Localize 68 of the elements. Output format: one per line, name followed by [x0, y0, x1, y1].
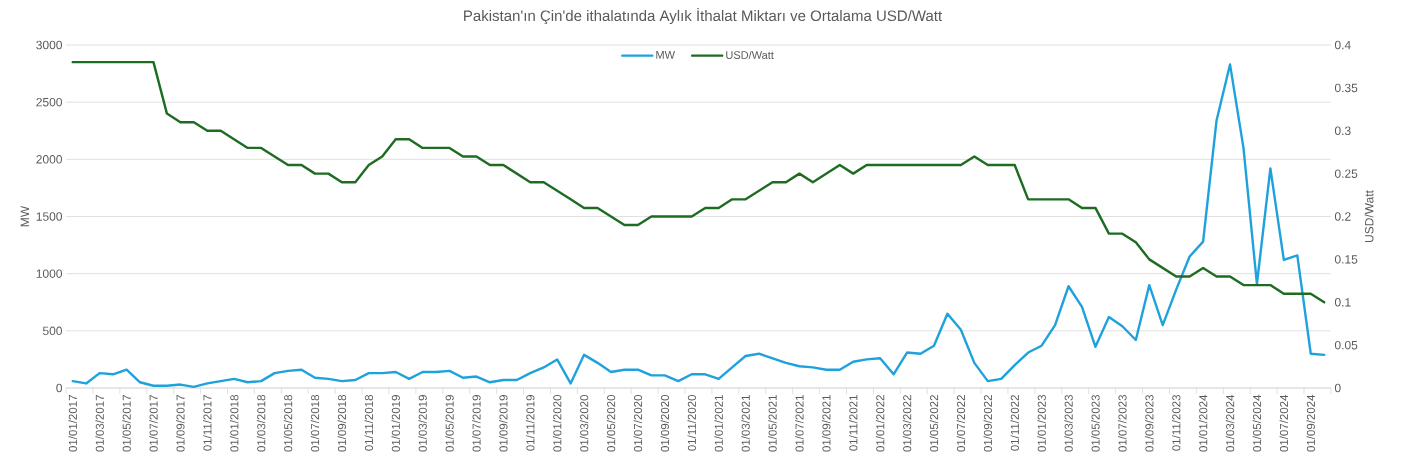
y2-tick-label: 0.35: [1334, 83, 1358, 93]
y-tick-label: 2000: [36, 155, 62, 164]
x-tick-label: 01/05/2023: [1091, 395, 1100, 452]
x-tick-label: 01/07/2019: [472, 395, 481, 452]
y-tick-label: 1500: [36, 212, 62, 221]
y2-axis-title: USD/Watt: [1364, 190, 1374, 243]
x-tick-label: 01/05/2020: [606, 394, 616, 452]
x-tick-label: 01/03/2017: [95, 395, 104, 452]
x-tick-label: 01/07/2022: [956, 395, 966, 452]
x-tick-label: 01/03/2024: [1225, 394, 1235, 452]
x-tick-label: 01/11/2022: [1010, 395, 1019, 451]
x-tick-label: 01/05/2017: [122, 395, 131, 452]
y-tick-label: 500: [42, 326, 63, 336]
x-tick-label: 01/09/2017: [176, 395, 185, 452]
y2-tick-label: 0.05: [1334, 340, 1358, 350]
x-tick-label: 01/07/2018: [310, 395, 320, 452]
x-tick-label: 01/05/2024: [1252, 394, 1262, 452]
x-tick-label: 01/09/2021: [822, 395, 831, 452]
x-tick-label: 01/11/2019: [526, 395, 535, 451]
x-tick-label: 01/01/2022: [875, 395, 885, 452]
x-tick-label: 01/07/2021: [795, 395, 804, 452]
x-tick-label: 01/09/2019: [499, 395, 508, 452]
x-tick-label: 01/05/2018: [283, 395, 293, 452]
y-tick-label: 3000: [36, 40, 62, 50]
x-tick-label: 01/03/2022: [902, 395, 912, 452]
x-tick-label: 01/11/2018: [364, 395, 373, 451]
x-tick-label: 01/01/2019: [391, 395, 400, 452]
x-tick-label: 01/11/2023: [1171, 395, 1181, 451]
y2-tick-label: 0.2: [1334, 212, 1351, 221]
x-tick-label: 01/03/2020: [579, 394, 589, 452]
x-tick-label: 01/07/2023: [1118, 395, 1127, 452]
x-tick-label: 01/01/2021: [714, 395, 723, 452]
x-tick-label: 01/03/2019: [418, 395, 427, 452]
x-tick-label: 01/09/2023: [1145, 395, 1154, 452]
y-tick-label: 2500: [36, 97, 62, 107]
legend-label: MW: [656, 51, 675, 59]
y2-tick-label: 0: [1334, 383, 1341, 393]
x-tick-label: 01/05/2021: [768, 395, 777, 452]
x-tick-label: 01/01/2023: [1037, 395, 1046, 452]
x-tick-label: 01/03/2021: [741, 395, 750, 452]
x-tick-label: 01/09/2018: [337, 395, 347, 452]
y2-tick-label: 0.3: [1334, 126, 1351, 136]
x-tick-label: 01/07/2024: [1279, 394, 1289, 452]
y-tick-label: 0: [56, 383, 63, 393]
x-tick-label: 01/11/2021: [849, 395, 858, 451]
y2-tick-label: 0.4: [1334, 40, 1351, 50]
x-tick-label: 01/05/2022: [929, 395, 939, 452]
y2-tick-label: 0.15: [1334, 255, 1358, 264]
x-tick-label: 01/03/2018: [256, 395, 266, 452]
x-tick-label: 01/11/2020: [687, 394, 696, 451]
y2-tick-label: 0.25: [1334, 169, 1358, 178]
x-tick-label: 01/01/2020: [552, 394, 562, 452]
x-tick-label: 01/03/2023: [1064, 395, 1073, 452]
legend-label: USD/Watt: [726, 50, 774, 59]
x-tick-label: 01/05/2019: [445, 395, 454, 452]
x-tick-label: 01/07/2020: [633, 394, 643, 452]
x-tick-label: 01/11/2017: [203, 395, 212, 451]
x-tick-label: 01/01/2017: [68, 395, 77, 452]
y-axis-title: MW: [20, 205, 29, 227]
x-tick-label: 01/09/2020: [660, 394, 670, 452]
x-tick-label: 01/01/2024: [1198, 394, 1208, 452]
y-tick-label: 1000: [36, 269, 62, 278]
x-tick-label: 01/07/2017: [149, 395, 158, 452]
x-tick-label: 01/09/2022: [983, 395, 993, 452]
x-tick-label: 01/01/2018: [229, 395, 239, 452]
y2-tick-label: 0.1: [1334, 298, 1351, 307]
x-tick-label: 01/09/2024: [1306, 394, 1315, 452]
chart-title: Pakistan'ın Çin'de ithalatında Aylık İthalat Miktarı ve Ortalama USD/Watt: [464, 7, 942, 25]
